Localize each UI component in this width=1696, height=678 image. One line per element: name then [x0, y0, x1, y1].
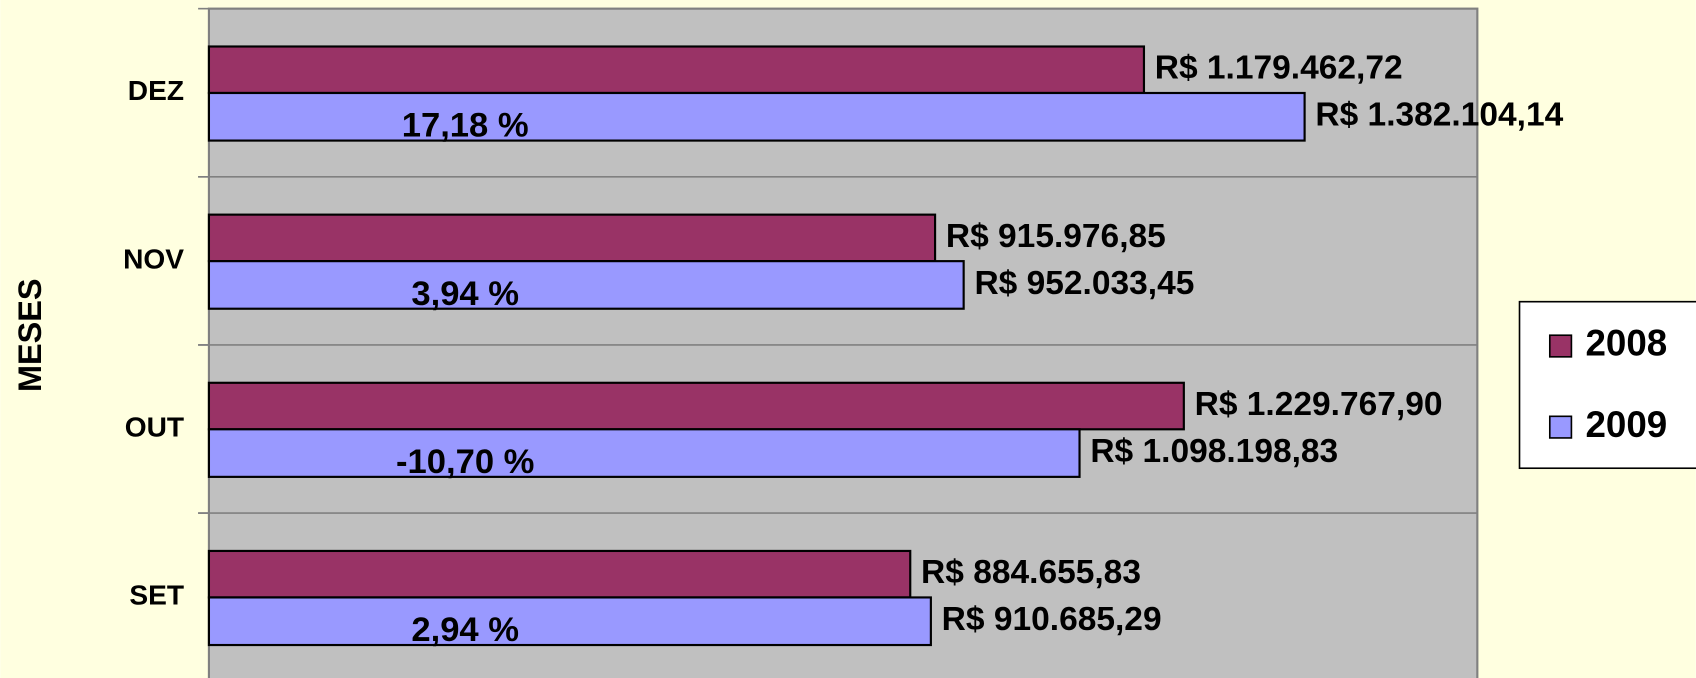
bar [207, 428, 1081, 478]
value-label: R$ 1.229.767,90 [1195, 386, 1443, 423]
annotation: -10,70 % [396, 443, 534, 481]
value-label: R$ 1.382.104,14 [1315, 97, 1563, 134]
bar [207, 91, 1306, 142]
value-label: R$ 910.685,29 [942, 601, 1162, 638]
bar [207, 260, 965, 310]
legend-label: 2008 [1585, 323, 1667, 364]
bar [207, 549, 912, 599]
bar [207, 213, 937, 263]
bar [207, 45, 1146, 95]
legend-box [1518, 300, 1696, 470]
annotation: 3,94 % [411, 275, 519, 313]
annotation: 17,18 % [402, 107, 529, 145]
legend-swatch [1548, 415, 1573, 439]
value-label: R$ 884.655,83 [921, 554, 1141, 591]
bar [207, 596, 932, 647]
bar [207, 381, 1185, 431]
annotation: 2,94 % [411, 611, 519, 649]
y-tick-label: DEZ [128, 75, 184, 106]
y-axis-label: MESES [12, 278, 48, 392]
value-label: R$ 1.179.462,72 [1155, 50, 1403, 87]
legend-label: 2009 [1585, 404, 1667, 445]
y-tick-label: SET [129, 580, 184, 611]
y-tick-label: OUT [125, 411, 184, 442]
legend-swatch [1548, 334, 1573, 358]
value-label: R$ 952.033,45 [974, 265, 1194, 302]
value-label: R$ 915.976,85 [946, 218, 1166, 255]
y-tick-label: NOV [123, 243, 184, 274]
value-label: R$ 1.098.198,83 [1090, 433, 1338, 470]
